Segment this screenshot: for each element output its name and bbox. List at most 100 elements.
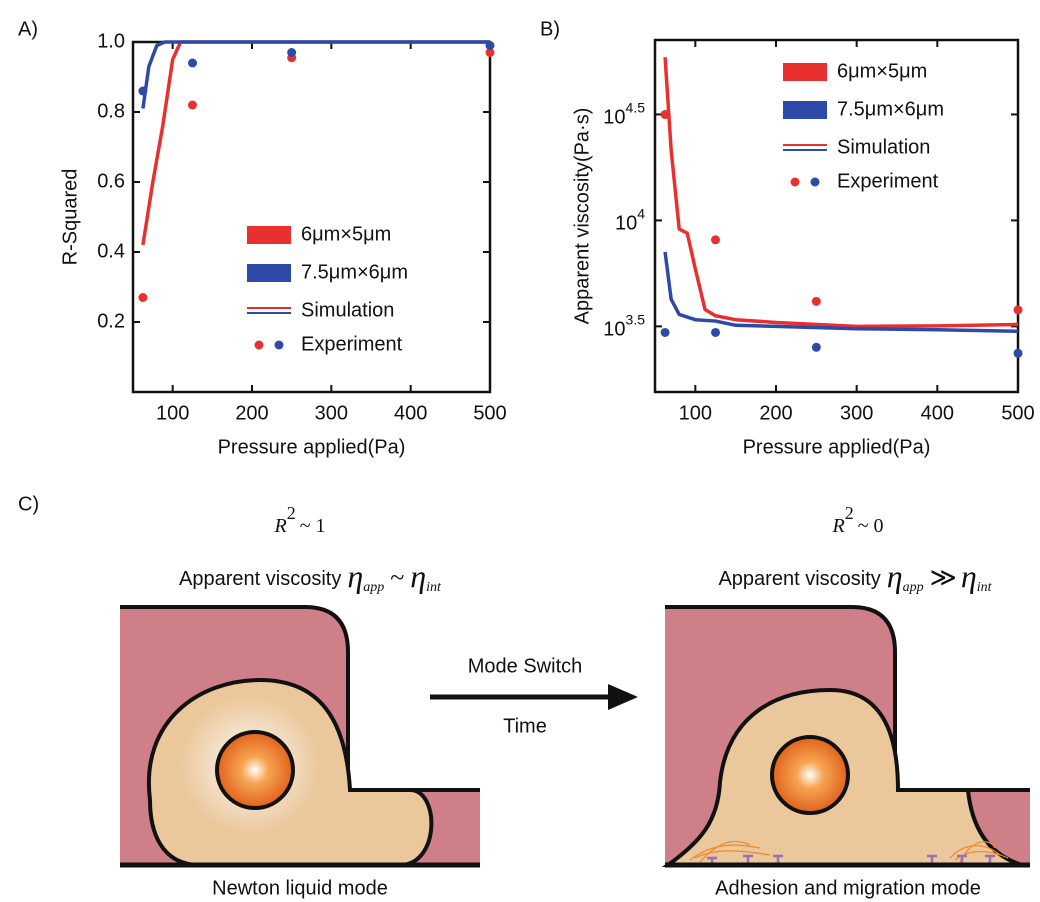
legend-swatch: [247, 264, 291, 282]
relation: ≫: [930, 563, 957, 592]
relation: ~ 1: [300, 515, 326, 537]
x-tick-label: 100: [679, 402, 712, 424]
x-tick-label: 300: [840, 402, 873, 424]
legend-label: Experiment: [837, 170, 939, 192]
experiment-point: [485, 41, 495, 50]
experiment-point: [188, 58, 197, 68]
sub: int: [977, 580, 993, 595]
y-tick-label: 0.2: [97, 310, 125, 332]
relation: ~ 0: [858, 515, 884, 537]
r-squared: R2~ 1: [273, 503, 325, 536]
x-tick-label: 100: [156, 402, 189, 424]
arrow-label: Time: [503, 715, 547, 737]
experiment-point: [811, 296, 821, 306]
fibers: [689, 840, 1009, 863]
x-tick-label: 400: [394, 402, 427, 424]
x-axis-label: Pressure applied(Pa): [218, 436, 406, 458]
y-tick-label: 104: [615, 205, 645, 235]
legend-label: Simulation: [301, 299, 394, 321]
relation: ~: [390, 563, 404, 592]
legend-label: 6μm×5μm: [837, 60, 927, 82]
legend-label: 7.5μm×6μm: [837, 98, 944, 120]
tick-base: 10: [603, 319, 625, 341]
experiment-point: [485, 48, 495, 57]
experiment-point: [188, 100, 197, 110]
eta: η: [410, 558, 426, 594]
legend-label: 7.5μm×6μm: [301, 261, 408, 283]
panel-label: A): [18, 18, 38, 40]
eta: η: [347, 558, 363, 594]
legend-label: Simulation: [837, 136, 930, 158]
y-tick-label: 0.8: [97, 100, 125, 122]
panel-label: B): [540, 18, 560, 40]
r-squared: R2~ 0: [831, 503, 883, 536]
experiment-point: [287, 48, 297, 57]
x-tick-label: 500: [1001, 402, 1034, 424]
y-tick-label: 104.5: [603, 99, 645, 129]
experiment-point: [660, 327, 670, 337]
legend-dot: [790, 177, 800, 187]
label: Apparent viscosity: [718, 568, 880, 590]
wall-outline: [665, 605, 1030, 792]
x-tick-label: 200: [235, 402, 268, 424]
right-diagram: [661, 605, 1030, 868]
sub: app: [363, 580, 384, 595]
legend-swatch: [783, 101, 827, 119]
y-tick-label: 0.6: [97, 170, 125, 192]
tick-base: 10: [615, 213, 637, 235]
viscosity-relation: Apparent viscosity ηapp ~ ηint: [179, 558, 442, 595]
plot-frame: [653, 38, 1020, 394]
sub: int: [426, 580, 442, 595]
charts: A) 100 200 300 400 500 0.2 0.4 0.6 0.8 1.0 Pressure…: [18, 18, 1035, 458]
legend-dot: [254, 340, 264, 350]
x-tick-label: 300: [315, 402, 348, 424]
caption: Newton liquid mode: [212, 877, 388, 899]
label: Apparent viscosity: [179, 568, 341, 590]
x-axis-label: Pressure applied(Pa): [743, 436, 931, 458]
tick-exponent: 4: [637, 205, 645, 221]
y-axis-label: Apparent viscosity(Pa·s): [571, 108, 593, 325]
y-tick-label: 1.0: [97, 30, 125, 52]
x-tick-label: 200: [759, 402, 792, 424]
wall-outline: [120, 605, 480, 792]
nucleus: [215, 730, 295, 810]
experiment-point: [1013, 348, 1023, 358]
x-tick-label: 500: [473, 402, 506, 424]
r: R: [831, 515, 844, 537]
simulation-line: [663, 57, 1019, 329]
arrow-label: Mode Switch: [468, 655, 583, 677]
simulation-line: [141, 40, 490, 246]
tick-base: 10: [603, 107, 625, 129]
experiment-point: [1013, 305, 1023, 315]
sup: 2: [287, 503, 296, 523]
left-diagram: [120, 605, 480, 868]
experiment-point: [660, 110, 670, 120]
simulation-line: [141, 40, 490, 109]
tick-exponent: 4.5: [626, 99, 646, 115]
y-tick-label: 103.5: [603, 311, 645, 341]
experiment-point: [711, 327, 720, 337]
experiment-point: [711, 235, 720, 245]
simulation-line: [663, 251, 1019, 333]
caption: Adhesion and migration mode: [715, 877, 981, 899]
eta: η: [887, 558, 903, 594]
r: R: [273, 515, 286, 537]
y-axis-label: R-Squared: [59, 169, 81, 266]
legend-swatch: [247, 226, 291, 244]
experiment-point: [138, 293, 148, 302]
arrow-head: [608, 684, 638, 710]
tick-exponent: 3.5: [626, 311, 646, 327]
eta: η: [961, 558, 977, 594]
x-tick-label: 400: [921, 402, 954, 424]
legend-dot: [274, 340, 284, 350]
panel-label: C): [18, 493, 39, 515]
legend-dot: [810, 177, 820, 187]
sub: app: [903, 580, 924, 595]
legend-label: Experiment: [301, 333, 403, 355]
experiment-point: [811, 342, 821, 352]
legend-label: 6μm×5μm: [301, 223, 391, 245]
adhesions: [707, 854, 995, 864]
experiment-point: [138, 86, 148, 96]
